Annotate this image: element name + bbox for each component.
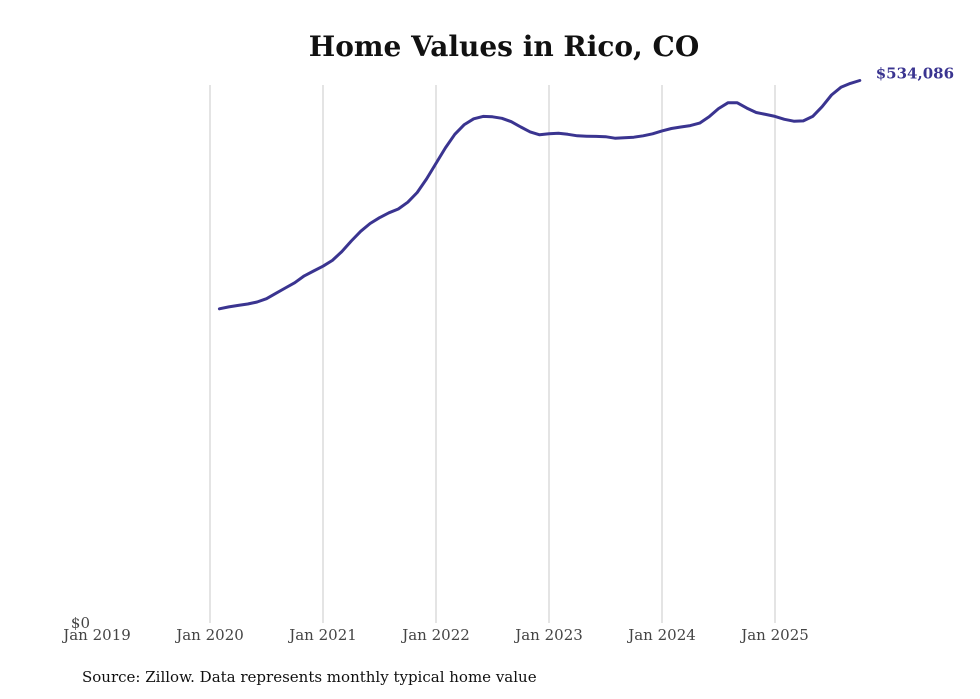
x-tick-label: Jan 2022 xyxy=(400,626,470,644)
x-tick-label: Jan 2019 xyxy=(61,626,131,644)
x-tick-label: Jan 2025 xyxy=(739,626,809,644)
x-tick-label: Jan 2021 xyxy=(287,626,357,644)
source-note: Source: Zillow. Data represents monthly … xyxy=(82,668,537,686)
x-tick-label: Jan 2020 xyxy=(174,626,244,644)
x-axis-tick-labels: Jan 2019 Jan 2020 Jan 2021 Jan 2022 Jan 2023… xyxy=(61,626,809,644)
vertical-gridlines xyxy=(209,85,776,623)
end-value-label: $534,086 xyxy=(876,64,954,82)
y-axis-tick-labels: $0 xyxy=(71,614,90,632)
chart-title: Home Values in Rico, CO xyxy=(308,30,700,63)
series-line-home-value xyxy=(217,79,862,311)
y-tick-label: $0 xyxy=(71,614,90,632)
x-tick-label: Jan 2023 xyxy=(513,626,583,644)
x-tick-label: Jan 2024 xyxy=(626,626,696,644)
